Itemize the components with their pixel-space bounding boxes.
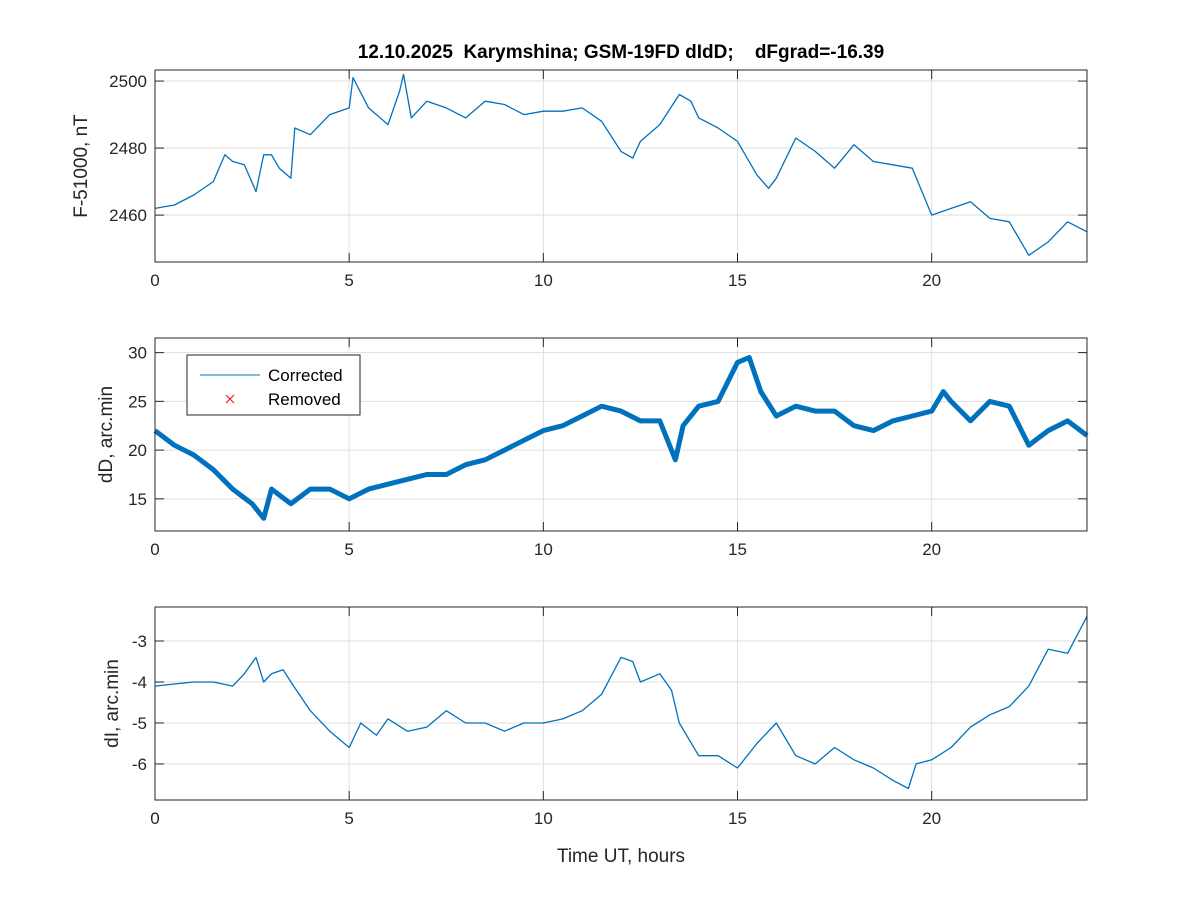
y-axis-label: dD, arc.min	[96, 386, 117, 483]
x-tick-label: 15	[728, 271, 747, 290]
x-tick-label: 10	[534, 271, 553, 290]
y-axis-label: F-51000, nT	[71, 114, 92, 218]
axes-box	[154, 69, 1088, 263]
y-tick-label: 30	[128, 344, 147, 363]
data-series-line	[153, 355, 1089, 521]
x-tick-label: 20	[922, 271, 941, 290]
legend-marker-removed	[225, 394, 235, 404]
x-tick-label: 10	[534, 809, 553, 828]
axes-box	[154, 337, 1088, 532]
x-tick-label: 5	[344, 540, 353, 559]
x-tick-label: 0	[150, 809, 159, 828]
legend-label-removed: Removed	[268, 390, 341, 409]
x-tick-label: 15	[728, 809, 747, 828]
plot-area	[155, 70, 1087, 262]
x-tick-label: 10	[534, 540, 553, 559]
x-tick-label: 0	[150, 271, 159, 290]
chart-title: 12.10.2025 Karymshina; GSM-19FD dIdD; dF…	[358, 42, 884, 63]
y-tick-label: 15	[128, 490, 147, 509]
y-tick-label: 2500	[109, 72, 147, 91]
y-tick-label: -5	[132, 714, 147, 733]
x-axis-label: Time UT, hours	[557, 846, 685, 867]
x-tick-label: 0	[150, 540, 159, 559]
y-tick-label: -3	[132, 632, 147, 651]
legend-box	[186, 354, 361, 416]
x-tick-label: 5	[344, 271, 353, 290]
y-tick-label: 2460	[109, 206, 147, 225]
data-series-line	[154, 616, 1088, 790]
y-axis-label: dI, arc.min	[102, 659, 123, 748]
y-tick-label: 20	[128, 441, 147, 460]
y-tick-label: 2480	[109, 139, 147, 158]
x-tick-label: 20	[922, 540, 941, 559]
plot-area	[155, 607, 1087, 800]
x-tick-label: 5	[344, 809, 353, 828]
y-tick-label: -4	[132, 673, 147, 692]
x-tick-label: 15	[728, 540, 747, 559]
x-tick-label: 20	[922, 809, 941, 828]
data-series-line	[154, 73, 1088, 256]
axes-box	[154, 606, 1088, 801]
y-tick-label: 25	[128, 392, 147, 411]
y-tick-label: -6	[132, 755, 147, 774]
legend-label-corrected: Corrected	[268, 366, 343, 385]
